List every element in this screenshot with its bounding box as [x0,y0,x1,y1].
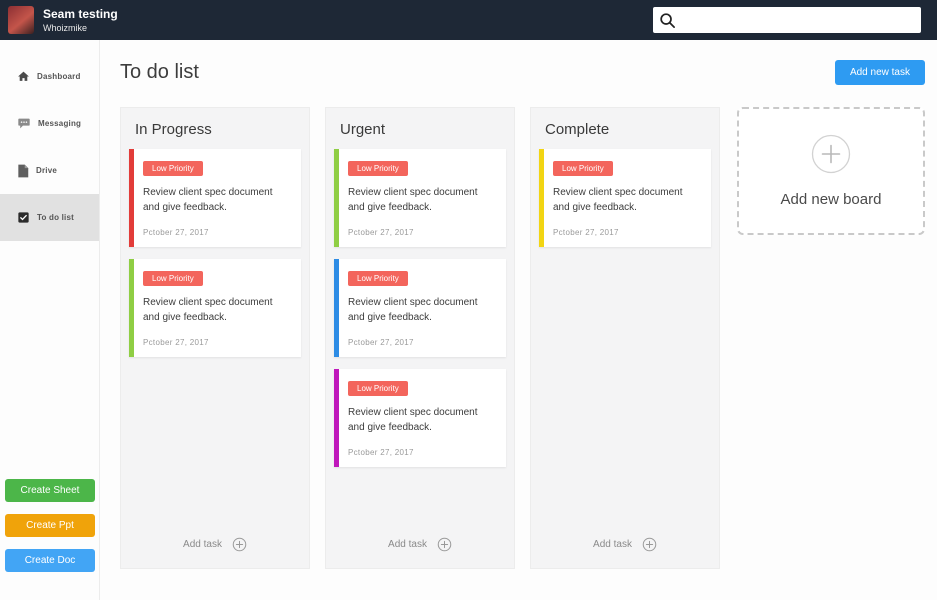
task-date: Pctober 27, 2017 [348,228,414,237]
main-content: To do list Add new task In Progress Low … [100,40,937,600]
add-task-label: Add task [183,539,222,550]
app-subtitle: Whoizmike [43,23,88,34]
plus-circle-icon [232,537,247,552]
board-title: Urgent [340,121,386,138]
avatar[interactable] [8,6,34,34]
task-card[interactable]: Low Priority Review client spec document… [539,149,711,247]
task-text: Review client spec document and give fee… [348,187,478,213]
topbar: Seam testing Whoizmike [0,0,937,40]
add-task-label: Add task [593,539,632,550]
board-title: In Progress [135,121,212,138]
search-icon [659,12,676,29]
sidebar-item-drive[interactable]: Drive [0,147,99,194]
add-task-button[interactable]: Add task [326,537,514,568]
main-header: To do list Add new task [120,60,925,85]
sidebar-create-buttons: Create Sheet Create Ppt Create Doc [0,479,99,600]
board-title: Complete [545,121,610,138]
add-task-button[interactable]: Add task [531,537,719,568]
task-date: Pctober 27, 2017 [143,338,209,347]
task-date: Pctober 27, 2017 [143,228,209,237]
priority-stripe [129,149,134,247]
priority-stripe [129,259,134,357]
search-input[interactable] [681,13,915,27]
board-complete: Complete Low Priority Review client spec… [530,107,720,569]
task-text: Review client spec document and give fee… [348,297,478,323]
task-card[interactable]: Low Priority Review client spec document… [334,369,506,467]
boards-row: In Progress Low Priority Review client s… [120,107,925,569]
app-title: Seam testing [43,6,118,21]
file-icon [17,164,29,178]
topbar-identity: Seam testing Whoizmike [8,6,118,34]
add-task-label: Add task [388,539,427,550]
search-box[interactable] [653,7,921,33]
plus-circle-icon [437,537,452,552]
add-new-task-button[interactable]: Add new task [834,60,925,85]
board-in-progress: In Progress Low Priority Review client s… [120,107,310,569]
sidebar-item-todo-list[interactable]: To do list [0,194,99,241]
checkbox-icon [17,211,30,224]
task-date: Pctober 27, 2017 [348,338,414,347]
create-doc-button[interactable]: Create Doc [5,549,95,572]
page-title: To do list [120,61,199,83]
sidebar-item-messaging[interactable]: Messaging [0,100,99,147]
home-icon [17,70,30,83]
sidebar: Dashboard Messaging Drive To do list Cre… [0,40,100,600]
priority-stripe [334,259,339,357]
priority-stripe [539,149,544,247]
sidebar-item-label: Messaging [38,119,82,128]
task-text: Review client spec document and give fee… [553,187,683,213]
create-sheet-button[interactable]: Create Sheet [5,479,95,502]
chat-icon [17,117,31,130]
task-card[interactable]: Low Priority Review client spec document… [334,149,506,247]
priority-stripe [334,149,339,247]
sidebar-item-label: To do list [37,213,74,222]
sidebar-item-dashboard[interactable]: Dashboard [0,53,99,100]
plus-circle-icon [811,134,851,174]
plus-circle-icon [642,537,657,552]
priority-badge: Low Priority [348,161,408,176]
topbar-titles: Seam testing Whoizmike [43,7,118,33]
task-card[interactable]: Low Priority Review client spec document… [129,149,301,247]
priority-badge: Low Priority [143,161,203,176]
task-card[interactable]: Low Priority Review client spec document… [129,259,301,357]
add-new-board-label: Add new board [780,191,882,208]
priority-badge: Low Priority [348,271,408,286]
add-task-button[interactable]: Add task [121,537,309,568]
board-urgent: Urgent Low Priority Review client spec d… [325,107,515,569]
task-card[interactable]: Low Priority Review client spec document… [334,259,506,357]
priority-badge: Low Priority [348,381,408,396]
sidebar-item-label: Dashboard [37,72,81,81]
create-ppt-button[interactable]: Create Ppt [5,514,95,537]
task-text: Review client spec document and give fee… [348,407,478,433]
priority-badge: Low Priority [553,161,613,176]
priority-stripe [334,369,339,467]
sidebar-item-label: Drive [36,166,58,175]
add-new-board-button[interactable]: Add new board [737,107,925,235]
task-date: Pctober 27, 2017 [553,228,619,237]
priority-badge: Low Priority [143,271,203,286]
task-date: Pctober 27, 2017 [348,448,414,457]
task-text: Review client spec document and give fee… [143,187,273,213]
task-text: Review client spec document and give fee… [143,297,273,323]
